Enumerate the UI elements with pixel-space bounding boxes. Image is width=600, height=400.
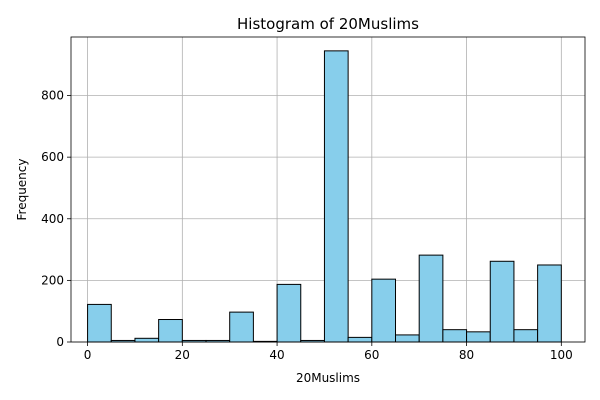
histogram-bar — [489, 260, 515, 343]
chart-title: Histogram of 20Muslims — [237, 15, 419, 33]
plot-frame — [70, 36, 586, 343]
y-tick-label: 800 — [41, 89, 64, 103]
x-tick-label: 0 — [84, 348, 92, 362]
histogram-bar — [158, 319, 183, 343]
x-tick-label: 100 — [550, 348, 573, 362]
histogram-bar — [347, 336, 373, 343]
histogram-bar — [134, 337, 160, 343]
x-axis-label: 20Muslims — [296, 371, 360, 385]
histogram-bar — [323, 50, 349, 343]
y-tick-label: 600 — [41, 150, 64, 164]
histogram-bar — [87, 303, 112, 343]
histogram-bar — [513, 329, 539, 343]
y-tick-label: 400 — [41, 212, 64, 226]
histogram-bar — [466, 331, 491, 343]
x-tick-label: 60 — [364, 348, 379, 362]
ticks: 0 20 40 60 80 100 0 200 400 600 800 — [41, 89, 573, 362]
y-axis-label: Frequency — [15, 159, 29, 221]
histogram-bar — [537, 264, 562, 343]
bars — [87, 50, 562, 343]
y-tick-label: 200 — [41, 273, 64, 287]
histogram-bar — [371, 278, 397, 343]
histogram-bar — [418, 254, 444, 343]
histogram-bar — [395, 334, 420, 343]
histogram-bar — [442, 329, 468, 343]
x-tick-label: 80 — [459, 348, 474, 362]
x-tick-label: 40 — [269, 348, 284, 362]
histogram-bar — [229, 311, 254, 343]
y-tick-label: 0 — [56, 335, 64, 349]
histogram-bar — [276, 283, 302, 343]
x-tick-label: 20 — [175, 348, 190, 362]
